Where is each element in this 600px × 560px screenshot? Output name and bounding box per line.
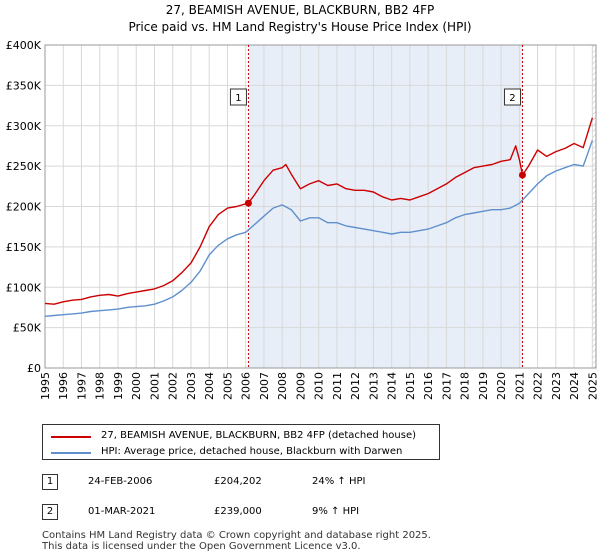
x-tick-label: 2018 [459, 372, 472, 400]
plot-border [44, 44, 597, 369]
x-tick-label: 2004 [203, 372, 216, 400]
x-tick-label: 2011 [331, 372, 344, 400]
x-tick-label: 2007 [258, 372, 271, 400]
legend-swatch-property [51, 436, 91, 438]
sale-hpi-diff: 24% ↑ HPI [312, 476, 366, 487]
x-tick-label: 2001 [148, 372, 161, 400]
x-tick-label: 2006 [240, 372, 253, 400]
legend: 27, BEAMISH AVENUE, BLACKBURN, BB2 4FP (… [42, 424, 440, 460]
y-tick-label: £350K [6, 79, 42, 92]
x-tick-label: 2009 [294, 372, 307, 400]
x-tick-label: 2000 [130, 372, 143, 400]
sale-label-box [503, 88, 521, 106]
x-tick-label: 2021 [513, 372, 526, 400]
sale-label-box [229, 88, 247, 106]
y-tick-label: £300K [6, 120, 42, 133]
sale-date: 24-FEB-2006 [88, 476, 153, 487]
y-tick-label: £100K [6, 281, 42, 294]
x-tick-label: 2019 [477, 372, 490, 400]
x-tick-label: 2020 [495, 372, 508, 400]
x-tick-label: 1999 [112, 372, 125, 400]
sale-price: £204,202 [214, 476, 262, 487]
series-line-hpi [44, 140, 594, 317]
sale-label-text: 2 [509, 93, 515, 104]
x-tick-label: 2014 [386, 372, 399, 400]
x-tick-label: 2016 [422, 372, 435, 400]
x-tick-label: 2023 [550, 372, 563, 400]
chart-title: 27, BEAMISH AVENUE, BLACKBURN, BB2 4FP [166, 3, 435, 17]
sale-label-text: 1 [235, 93, 241, 104]
x-tick-label: 2017 [440, 372, 453, 400]
legend-swatch-hpi [51, 452, 91, 454]
price-chart: 27, BEAMISH AVENUE, BLACKBURN, BB2 4FP P… [6, 3, 600, 400]
y-tick-label: £50K [13, 322, 42, 335]
y-tick-label: £400K [6, 39, 42, 52]
y-tick-label: £0 [27, 362, 41, 375]
y-tick-label: £250K [6, 160, 42, 173]
series-line-property [44, 117, 594, 305]
sale-point [244, 199, 252, 207]
sale-date: 01-MAR-2021 [88, 506, 156, 517]
y-tick-label: £150K [6, 241, 42, 254]
x-tick-label: 1995 [39, 372, 52, 400]
x-tick-label: 2015 [404, 372, 417, 400]
x-tick-label: 2022 [532, 372, 545, 400]
sale-hpi-diff: 9% ↑ HPI [312, 506, 360, 517]
x-tick-label: 2003 [185, 372, 198, 400]
sale-marker-label: 2 [42, 504, 58, 520]
x-tick-label: 2010 [313, 372, 326, 400]
legend-label-property: 27, BEAMISH AVENUE, BLACKBURN, BB2 4FP (… [101, 430, 416, 441]
x-tick-label: 2008 [276, 372, 289, 400]
x-tick-label: 1996 [57, 372, 70, 400]
sale-marker-label: 1 [42, 474, 58, 490]
x-tick-label: 2024 [568, 372, 581, 400]
x-tick-label: 2013 [367, 372, 380, 400]
x-tick-label: 2012 [349, 372, 362, 400]
sale-point [518, 171, 526, 179]
chart-subtitle: Price paid vs. HM Land Registry's House … [128, 20, 471, 34]
x-tick-label: 1998 [94, 372, 107, 400]
x-tick-label: 1997 [75, 372, 88, 400]
x-tick-label: 2005 [221, 372, 234, 400]
x-tick-label: 2002 [167, 372, 180, 400]
legend-label-hpi: HPI: Average price, detached house, Blac… [101, 446, 403, 457]
y-tick-label: £200K [6, 201, 42, 214]
footer-licence: This data is licensed under the Open Gov… [42, 541, 361, 552]
footer-copyright: Contains HM Land Registry data © Crown c… [42, 530, 431, 541]
footer: Contains HM Land Registry data © Crown c… [42, 530, 431, 552]
x-tick-label: 2025 [586, 372, 599, 400]
sale-price: £239,000 [214, 506, 262, 517]
